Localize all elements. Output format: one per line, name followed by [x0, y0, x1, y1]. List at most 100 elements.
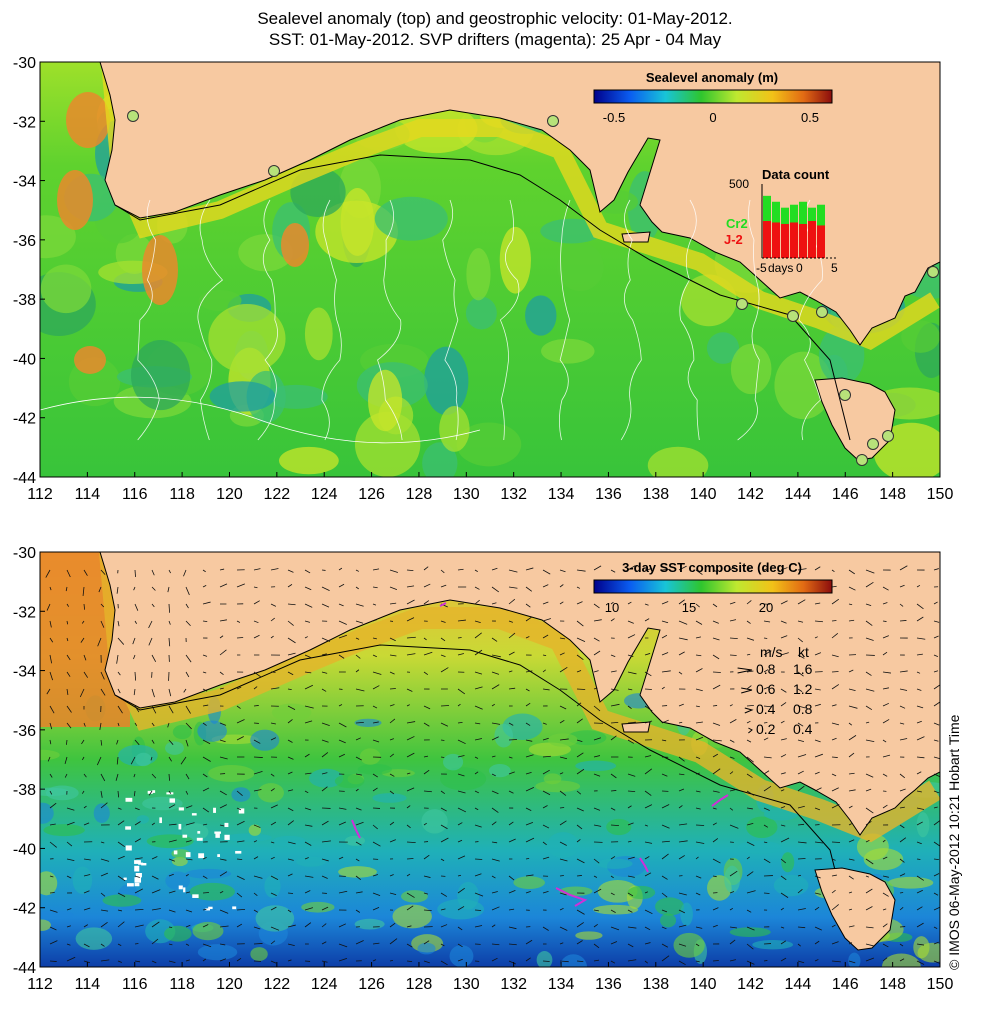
velocity-arrow — [100, 671, 105, 680]
sla-patch — [422, 442, 458, 477]
kangaroo-island — [621, 231, 651, 243]
velocity-arrow — [593, 687, 598, 690]
velocity-arrow — [610, 618, 615, 622]
sst-patch — [559, 954, 588, 967]
velocity-arrow — [814, 940, 820, 945]
velocity-arrow — [457, 755, 465, 758]
y-tick-label: -44 — [13, 960, 36, 977]
velocity-arrow — [933, 635, 939, 639]
velocity-arrow — [882, 702, 890, 707]
velocity-arrow — [253, 671, 262, 678]
data-count-bar-j2 — [808, 221, 816, 258]
x-tick-label: 124 — [311, 976, 338, 993]
velocity-arrow — [457, 926, 463, 931]
velocity-arrow — [831, 569, 835, 573]
sla-patch — [208, 303, 286, 374]
velocity-arrow — [202, 787, 210, 792]
velocity-arrow — [49, 940, 58, 945]
velocity-arrow — [202, 773, 208, 778]
velocity-arrow — [81, 739, 85, 745]
x-tick-label: 136 — [595, 976, 622, 993]
velocity-arrow — [440, 739, 445, 741]
velocity-arrow — [253, 586, 258, 589]
velocity-arrow — [525, 603, 531, 608]
velocity-arrow — [729, 891, 735, 894]
velocity-arrow — [355, 654, 361, 659]
velocity-arrow — [338, 583, 345, 588]
velocity-arrow — [185, 620, 191, 627]
velocity-arrow — [457, 773, 465, 777]
velocity-arrow — [406, 752, 415, 758]
velocity-arrow — [780, 772, 786, 775]
velocity-arrow — [457, 790, 466, 794]
velocity-arrow — [831, 654, 839, 658]
velocity-arrow — [406, 841, 416, 843]
velocity-arrow — [423, 566, 429, 571]
velocity-arrow — [474, 705, 483, 710]
data-count-bar-j2 — [799, 223, 807, 258]
velocity-arrow — [644, 891, 649, 894]
velocity-arrow — [406, 653, 416, 656]
velocity-arrow — [321, 739, 329, 743]
velocity-arrow — [831, 737, 837, 741]
sea-level-anomaly-map — [40, 62, 940, 477]
velocity-arrow — [491, 790, 499, 795]
sst-patch — [547, 832, 580, 858]
velocity-arrow — [150, 756, 153, 761]
sla-patch — [499, 226, 531, 294]
velocity-arrow — [372, 773, 378, 778]
velocity-arrow — [882, 773, 888, 777]
velocity-arrow — [355, 875, 362, 881]
velocity-arrow — [525, 858, 530, 860]
velocity-arrow — [712, 705, 718, 707]
velocity-arrow — [576, 807, 584, 812]
velocity-arrow — [882, 739, 887, 743]
velocity-arrow — [644, 909, 653, 915]
velocity-arrow — [831, 841, 841, 843]
velocity-arrow — [287, 807, 294, 812]
velocity-arrow — [151, 773, 157, 779]
tide-gauge-marker — [787, 310, 799, 322]
sst-patch — [146, 834, 194, 849]
velocity-arrow — [270, 821, 277, 826]
velocity-arrow — [899, 858, 905, 863]
velocity-arrow — [491, 736, 499, 741]
velocity-arrow — [168, 943, 173, 946]
sst-patch — [189, 882, 235, 901]
velocity-arrow — [219, 958, 227, 962]
velocity-arrow — [185, 805, 193, 809]
velocity-arrow — [440, 654, 446, 657]
velocity-arrow — [729, 788, 738, 792]
x-tick-label: 142 — [737, 976, 764, 993]
velocity-arrow — [916, 637, 926, 640]
velocity-arrow — [882, 719, 890, 724]
velocity-arrow — [695, 736, 704, 741]
y-tick-label: -40 — [13, 351, 36, 368]
shelf-break-line — [114, 154, 851, 441]
velocity-arrow — [185, 654, 192, 663]
velocity-arrow — [610, 735, 617, 741]
velocity-arrow — [865, 773, 874, 778]
velocity-arrow — [406, 599, 415, 605]
velocity-arrow — [151, 856, 158, 860]
velocity-arrow — [236, 620, 241, 623]
velocity-arrow — [678, 671, 683, 675]
velocity-arrow — [576, 620, 584, 627]
x-tick-label: 118 — [169, 486, 195, 503]
sst-patch — [185, 868, 232, 879]
velocity-arrow — [304, 857, 309, 860]
sst-colorbar-tick: 10 — [605, 600, 619, 615]
velocity-arrow — [457, 839, 463, 843]
velocity-arrow — [134, 960, 141, 963]
velocity-arrow — [304, 772, 312, 775]
velocity-arrow — [644, 804, 653, 809]
velocity-arrow — [831, 804, 840, 809]
sla-warm-patch — [142, 235, 178, 305]
sst-cloud-gap — [141, 862, 147, 866]
velocity-arrow — [729, 619, 737, 622]
velocity-arrow — [474, 807, 479, 811]
sst-patch — [165, 871, 191, 890]
sst-cloud-gap — [134, 865, 140, 872]
velocity-arrow — [593, 565, 602, 571]
sst-patch — [449, 945, 474, 967]
